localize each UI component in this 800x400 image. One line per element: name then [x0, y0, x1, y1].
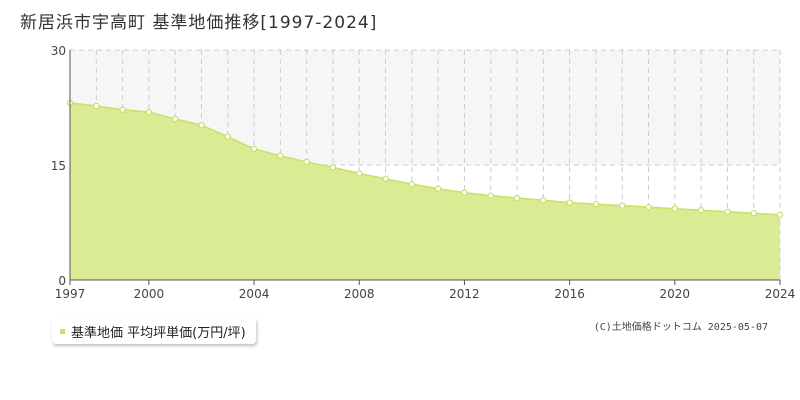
data-point [171, 115, 179, 123]
axes [69, 50, 780, 281]
x-tick-label: 2012 [449, 287, 480, 301]
data-point [277, 152, 284, 159]
data-point [592, 200, 600, 208]
x-tick-label: 2020 [660, 287, 691, 301]
data-point [145, 108, 153, 116]
data-point [487, 192, 494, 199]
data-point [540, 197, 547, 204]
x-tick-labels: 1997 2000 2004 2008 2012 2016 2020 2024 [55, 280, 796, 301]
y-tick-label: 15 [51, 159, 66, 173]
data-point [382, 175, 389, 182]
data-point [250, 145, 258, 153]
legend-swatch [60, 328, 65, 334]
data-point [513, 194, 521, 202]
x-tick-label: 2004 [239, 287, 270, 301]
data-point [750, 210, 757, 217]
x-tick-label: 1997 [55, 287, 86, 301]
data-point [224, 133, 231, 140]
data-point [356, 170, 363, 177]
x-tick-label: 2016 [554, 287, 585, 301]
data-point [434, 185, 442, 192]
data-point [697, 207, 705, 214]
data-point [461, 189, 468, 196]
legend-label: 基準地価 平均坪単価(万円/坪) [71, 325, 246, 341]
x-tick-label: 2008 [344, 287, 375, 301]
x-tick-label: 2024 [765, 287, 796, 301]
data-point [329, 164, 337, 171]
data-point [119, 106, 126, 114]
legend: 基準地価 平均坪単価(万円/坪) [52, 318, 256, 344]
data-point [566, 199, 573, 206]
data-point [724, 208, 731, 215]
page-title: 新居浜市宇高町 基準地価推移[1997-2024] [20, 13, 378, 33]
data-point [408, 180, 416, 188]
data-point [303, 158, 310, 166]
series-line [69, 102, 781, 216]
data-points [66, 99, 784, 219]
series-area [70, 102, 780, 281]
x-tick-label: 2000 [134, 287, 165, 301]
data-point [776, 211, 784, 219]
data-point [93, 102, 100, 110]
y-tick-label: 0 [58, 274, 66, 288]
credit-text: (C)土地価格ドットコム 2025-05-07 [593, 322, 768, 333]
data-point [198, 121, 205, 129]
y-tick-labels: 0 15 30 [51, 44, 66, 288]
data-point [645, 203, 652, 211]
y-tick-label: 30 [51, 44, 66, 58]
data-point [619, 202, 626, 209]
data-point [671, 205, 679, 212]
